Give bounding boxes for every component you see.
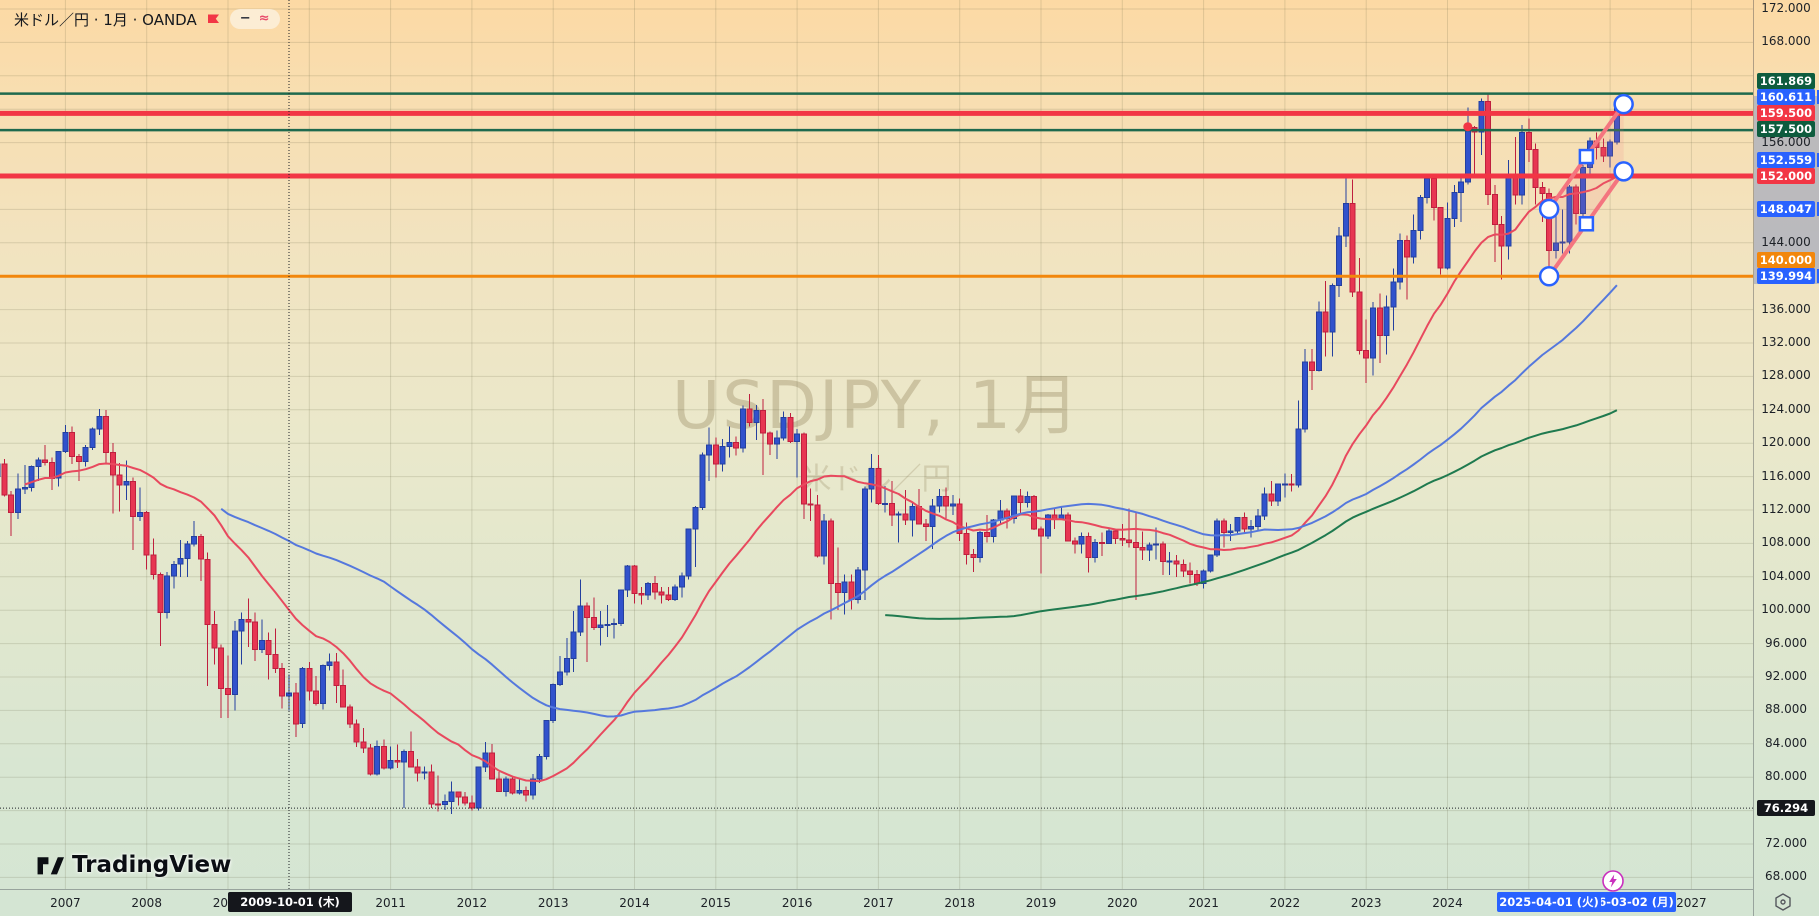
year-label: 2018 [944, 896, 975, 910]
hide-indicator-icon[interactable]: − [239, 11, 251, 26]
price-tick-label: 124.000 [1761, 402, 1811, 416]
price-tick-label: 120.000 [1761, 435, 1811, 449]
price-tick-label: 172.000 [1761, 1, 1811, 15]
price-badge: 161.869 [1757, 73, 1815, 89]
parallel-channel[interactable] [1538, 93, 1634, 287]
year-label: 2015 [700, 896, 732, 910]
price-badge: 160.611 [1757, 89, 1815, 105]
symbol-title[interactable]: 米ドル／円 · 1月 · OANDA [14, 10, 197, 29]
wave-indicator-icon[interactable]: ≈ [258, 11, 270, 26]
price-badge: 152.000 [1757, 168, 1815, 184]
price-badge: 139.994 [1757, 268, 1815, 284]
year-label: 2014 [619, 896, 650, 910]
price-tick-label: 100.000 [1761, 602, 1811, 616]
tradingview-logo-icon [36, 853, 64, 877]
year-label: 2012 [456, 896, 488, 910]
flag-icon[interactable] [206, 12, 221, 27]
price-tick-label: 96.000 [1765, 636, 1807, 650]
symbol-legend[interactable]: 米ドル／円 · 1月 · OANDA − ≈ [14, 8, 280, 30]
candles-layer [0, 92, 1620, 814]
year-label: 2011 [375, 896, 406, 910]
tradingview-logo[interactable]: TradingView [36, 852, 231, 878]
price-tick-label: 104.000 [1761, 569, 1811, 583]
lightning-icon[interactable] [1601, 869, 1625, 893]
year-label: 2022 [1269, 896, 1301, 910]
year-label: 2021 [1188, 896, 1219, 910]
scale-mode-icon[interactable] [1772, 891, 1794, 913]
year-label: 2019 [1025, 896, 1057, 910]
line-anchor-dot[interactable] [1463, 122, 1473, 132]
time-badge: 2025-04-01 (火) [1497, 892, 1601, 912]
price-tick-label: 128.000 [1761, 368, 1811, 382]
price-axis[interactable]: 172.000 168.000 156.000 144.000 136.000 132.0… [1753, 0, 1819, 916]
price-tick-label: 88.000 [1765, 702, 1807, 716]
channel-anchor-circle[interactable] [1538, 198, 1560, 220]
channel-anchor-circle[interactable] [1613, 93, 1634, 115]
year-label: 2013 [537, 896, 569, 910]
channel-anchor-circle[interactable] [1538, 266, 1560, 287]
chart-canvas[interactable] [0, 0, 1753, 889]
time-badge: 2009-10-01 (木) [228, 892, 352, 912]
anchor-edge-tick [1817, 269, 1819, 283]
year-label: 2017 [863, 896, 894, 910]
price-tick-label: 108.000 [1761, 535, 1811, 549]
crosshair [0, 0, 1753, 889]
price-tick-label: 144.000 [1761, 235, 1811, 249]
price-badge: 76.294 [1757, 800, 1815, 816]
anchor-edge-tick [1817, 90, 1819, 104]
price-tick-label: 92.000 [1765, 669, 1807, 683]
year-label: 2008 [131, 896, 162, 910]
ma-line-60[interactable] [220, 284, 1618, 718]
anchor-edge-tick [1817, 153, 1819, 167]
price-tick-label: 136.000 [1761, 302, 1811, 316]
year-label: 2016 [781, 896, 813, 910]
price-badge: 140.000 [1757, 252, 1815, 268]
price-tick-label: 168.000 [1761, 34, 1811, 48]
channel-handle-square[interactable] [1578, 216, 1595, 232]
price-badge: 148.047 [1757, 201, 1815, 217]
channel-handle-square[interactable] [1578, 148, 1595, 165]
price-tick-label: 132.000 [1761, 335, 1811, 349]
price-badge: 152.559 [1757, 152, 1815, 168]
price-badge: 159.500 [1757, 105, 1815, 121]
year-label: 2023 [1350, 896, 1382, 910]
price-tick-label: 112.000 [1761, 502, 1811, 516]
year-label: 2020 [1107, 896, 1138, 910]
price-tick-label: 84.000 [1765, 736, 1807, 750]
ma-line-120[interactable] [885, 409, 1618, 620]
price-tick-label: 68.000 [1765, 869, 1807, 883]
price-badge: 157.500 [1757, 121, 1815, 137]
year-label: 2007 [50, 896, 81, 910]
tradingview-logo-text: TradingView [72, 852, 232, 878]
channel-anchor-circle[interactable] [1613, 161, 1634, 182]
price-tick-label: 156.000 [1761, 135, 1811, 149]
ma-line-24[interactable] [24, 175, 1618, 783]
year-label: 2024 [1432, 896, 1463, 910]
anchor-edge-tick [1817, 202, 1819, 216]
indicator-toggles[interactable]: − ≈ [229, 9, 280, 29]
price-tick-label: 116.000 [1761, 469, 1811, 483]
time-axis[interactable]: 2006200720082009201020112012201320142015… [0, 889, 1753, 916]
year-label: 2027 [1676, 896, 1707, 910]
price-tick-label: 72.000 [1765, 836, 1807, 850]
price-tick-label: 80.000 [1765, 769, 1807, 783]
